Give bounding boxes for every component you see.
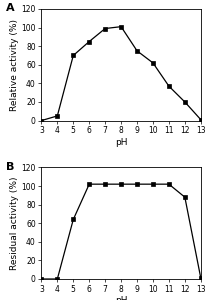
Y-axis label: Relative activity (%): Relative activity (%) bbox=[9, 19, 19, 111]
Y-axis label: Residual activity (%): Residual activity (%) bbox=[9, 176, 19, 270]
X-axis label: pH: pH bbox=[114, 296, 127, 300]
Text: A: A bbox=[6, 3, 15, 14]
X-axis label: pH: pH bbox=[114, 138, 127, 147]
Text: B: B bbox=[6, 162, 15, 172]
